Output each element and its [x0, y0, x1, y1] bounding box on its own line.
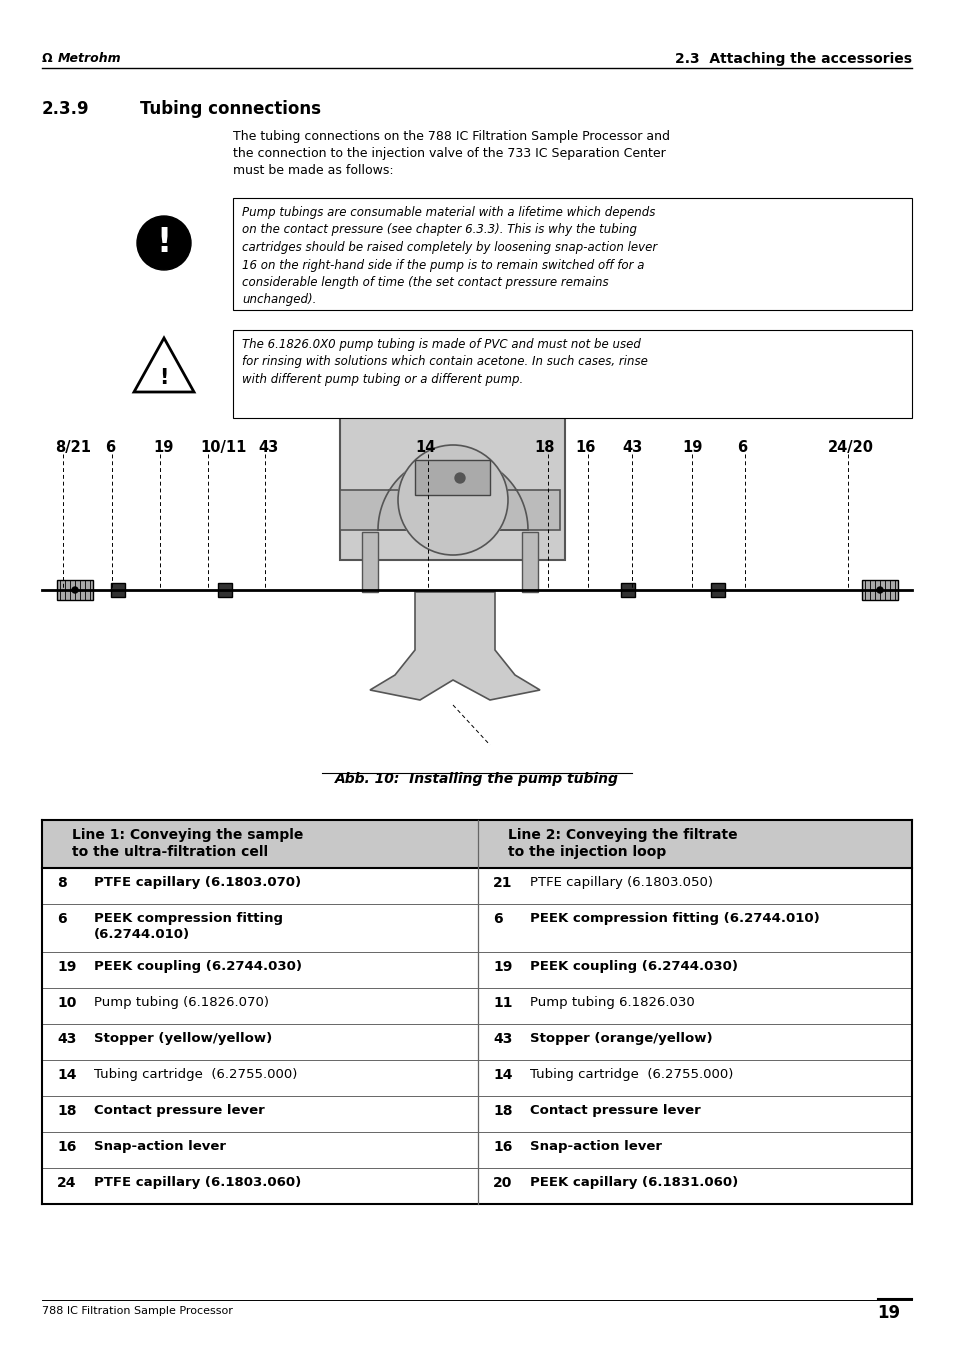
- Text: 10: 10: [57, 996, 76, 1011]
- Text: PTFE capillary (6.1803.060): PTFE capillary (6.1803.060): [94, 1175, 301, 1189]
- Circle shape: [876, 586, 882, 593]
- Bar: [233, 330, 911, 417]
- Text: Line 1: Conveying the sample
to the ultra-filtration cell: Line 1: Conveying the sample to the ultr…: [71, 828, 303, 859]
- Text: 43: 43: [257, 440, 278, 455]
- Text: 10/11: 10/11: [200, 440, 246, 455]
- Bar: [57, 580, 92, 600]
- Text: 19: 19: [876, 1304, 899, 1323]
- Text: The 6.1826.0X0 pump tubing is made of PVC and must not be used
for rinsing with : The 6.1826.0X0 pump tubing is made of PV…: [242, 338, 647, 386]
- Text: Stopper (yellow/yellow): Stopper (yellow/yellow): [94, 1032, 272, 1046]
- Text: Pump tubing 6.1826.030: Pump tubing 6.1826.030: [530, 996, 694, 1009]
- Bar: [620, 584, 635, 597]
- Text: 43: 43: [493, 1032, 512, 1046]
- Bar: [521, 532, 537, 592]
- Text: 16: 16: [575, 440, 595, 455]
- Text: 19: 19: [152, 440, 173, 455]
- Text: PEEK compression fitting
(6.2744.010): PEEK compression fitting (6.2744.010): [94, 912, 283, 942]
- Bar: [415, 459, 490, 494]
- Text: 14: 14: [493, 1069, 512, 1082]
- Bar: [477, 820, 911, 867]
- Text: PEEK compression fitting (6.2744.010): PEEK compression fitting (6.2744.010): [530, 912, 819, 925]
- Text: 6: 6: [493, 912, 502, 925]
- Text: 19: 19: [493, 961, 512, 974]
- Text: Ω: Ω: [42, 51, 52, 65]
- Text: 2.3  Attaching the accessories: 2.3 Attaching the accessories: [675, 51, 911, 66]
- Text: PEEK coupling (6.2744.030): PEEK coupling (6.2744.030): [94, 961, 302, 973]
- Text: 8: 8: [57, 875, 67, 890]
- Bar: [710, 584, 724, 597]
- Text: PEEK coupling (6.2744.030): PEEK coupling (6.2744.030): [530, 961, 738, 973]
- Bar: [233, 199, 911, 309]
- Text: Tubing connections: Tubing connections: [140, 100, 320, 118]
- Text: 8/21: 8/21: [55, 440, 91, 455]
- Text: 20: 20: [493, 1175, 512, 1190]
- Text: 14: 14: [415, 440, 435, 455]
- Text: Contact pressure lever: Contact pressure lever: [530, 1104, 700, 1117]
- Text: 24/20: 24/20: [827, 440, 873, 455]
- Polygon shape: [370, 592, 539, 700]
- Bar: [42, 820, 477, 867]
- Circle shape: [455, 473, 464, 484]
- Bar: [361, 532, 377, 592]
- Text: 14: 14: [57, 1069, 76, 1082]
- Text: Snap-action lever: Snap-action lever: [94, 1140, 226, 1152]
- Text: Pump tubing (6.1826.070): Pump tubing (6.1826.070): [94, 996, 269, 1009]
- Text: 788 IC Filtration Sample Processor: 788 IC Filtration Sample Processor: [42, 1306, 233, 1316]
- Text: 18: 18: [534, 440, 554, 455]
- Text: 6: 6: [737, 440, 746, 455]
- Text: Tubing cartridge  (6.2755.000): Tubing cartridge (6.2755.000): [94, 1069, 297, 1081]
- Text: !: !: [156, 227, 172, 259]
- Text: PTFE capillary (6.1803.070): PTFE capillary (6.1803.070): [94, 875, 301, 889]
- Polygon shape: [133, 338, 193, 392]
- Text: 43: 43: [57, 1032, 76, 1046]
- Text: 16: 16: [57, 1140, 76, 1154]
- Bar: [862, 580, 897, 600]
- Text: 43: 43: [621, 440, 641, 455]
- Text: PTFE capillary (6.1803.050): PTFE capillary (6.1803.050): [530, 875, 712, 889]
- Text: Tubing cartridge  (6.2755.000): Tubing cartridge (6.2755.000): [530, 1069, 733, 1081]
- Text: 11: 11: [493, 996, 512, 1011]
- Text: Metrohm: Metrohm: [58, 51, 121, 65]
- Text: Abb. 10:  Installing the pump tubing: Abb. 10: Installing the pump tubing: [335, 771, 618, 786]
- Text: The tubing connections on the 788 IC Filtration Sample Processor and
the connect: The tubing connections on the 788 IC Fil…: [233, 130, 669, 177]
- Text: 18: 18: [493, 1104, 512, 1119]
- Text: Snap-action lever: Snap-action lever: [530, 1140, 661, 1152]
- Text: 21: 21: [493, 875, 512, 890]
- Text: Line 2: Conveying the filtrate
to the injection loop: Line 2: Conveying the filtrate to the in…: [507, 828, 737, 859]
- Circle shape: [71, 586, 78, 593]
- Text: 19: 19: [57, 961, 76, 974]
- Text: 19: 19: [681, 440, 701, 455]
- Text: 18: 18: [57, 1104, 76, 1119]
- Bar: [111, 584, 125, 597]
- Text: Pump tubings are consumable material with a lifetime which depends
on the contac: Pump tubings are consumable material wit…: [242, 205, 657, 307]
- Text: Stopper (orange/yellow): Stopper (orange/yellow): [530, 1032, 712, 1046]
- Text: 16: 16: [493, 1140, 512, 1154]
- Text: Contact pressure lever: Contact pressure lever: [94, 1104, 265, 1117]
- Text: PEEK capillary (6.1831.060): PEEK capillary (6.1831.060): [530, 1175, 738, 1189]
- Text: !: !: [159, 367, 169, 388]
- Circle shape: [397, 444, 507, 555]
- Polygon shape: [339, 455, 559, 530]
- Circle shape: [137, 216, 191, 270]
- Bar: [218, 584, 232, 597]
- Bar: [339, 394, 564, 561]
- Text: 6: 6: [57, 912, 67, 925]
- Text: 2.3.9: 2.3.9: [42, 100, 90, 118]
- Text: 24: 24: [57, 1175, 76, 1190]
- Text: 6: 6: [105, 440, 115, 455]
